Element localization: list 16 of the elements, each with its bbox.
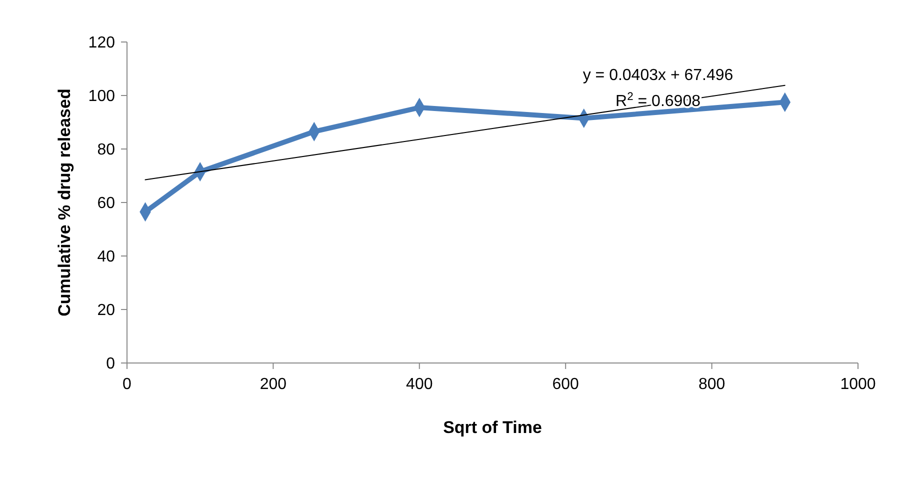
x-axis-title: Sqrt of Time (443, 418, 542, 437)
x-tick-label: 0 (122, 376, 132, 393)
y-tick-label: 40 (97, 248, 116, 266)
y-tick-label: 60 (97, 195, 116, 212)
x-tick-label: 400 (406, 376, 433, 393)
x-tick-label: 800 (698, 376, 726, 393)
y-tick-label: 20 (97, 302, 116, 320)
y-axis-title: Cumulative % drug released (55, 88, 74, 316)
x-tick-label: 200 (260, 376, 287, 393)
annotation: y = 0.0403x + 67.496 (582, 67, 734, 84)
y-tick-label: 120 (88, 34, 116, 52)
y-tick-label: 0 (106, 356, 116, 373)
y-tick-label: 100 (88, 88, 116, 106)
x-tick-label: 600 (552, 376, 580, 393)
y-tick-label: 80 (97, 142, 116, 159)
x-tick-label: 1000 (840, 376, 876, 393)
